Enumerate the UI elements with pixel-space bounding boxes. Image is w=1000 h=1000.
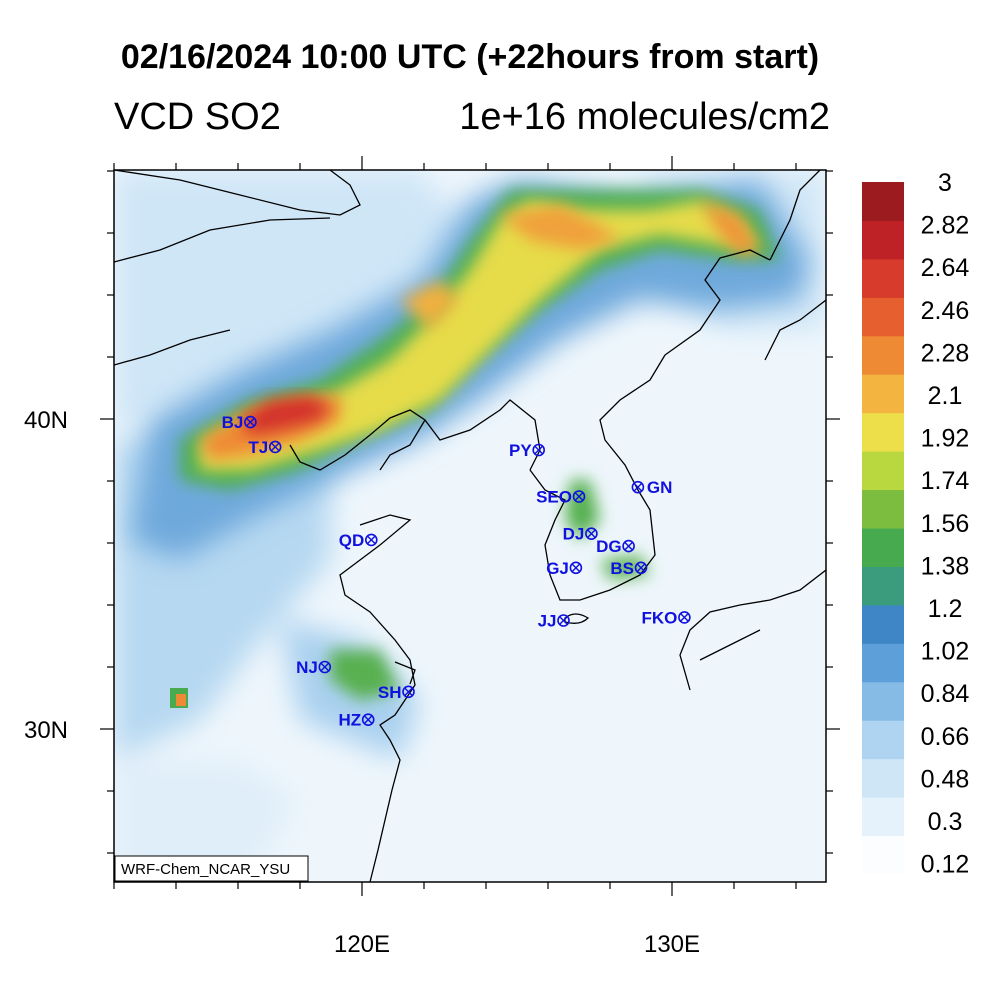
city-marker-icon: [244, 415, 257, 429]
city-label: BS: [610, 559, 634, 578]
city-marker-icon: [585, 527, 598, 541]
city-gj: GJ: [546, 559, 583, 578]
colorbar-label: 2.46: [921, 297, 970, 325]
colorbar-segment: [862, 566, 904, 606]
city-fko: FKO: [642, 608, 691, 627]
colorbar-label: 3: [938, 169, 952, 197]
city-marker-icon: [364, 533, 378, 547]
city-label: FKO: [642, 608, 678, 627]
city-sh: SH: [378, 683, 415, 702]
city-bj: BJ: [222, 413, 257, 432]
colorbar-label: 0.48: [921, 765, 970, 793]
city-bs: BS: [610, 559, 648, 578]
credit-text: WRF-Chem_NCAR_YSU: [121, 861, 290, 878]
colorbar-segment: [862, 643, 904, 683]
city-qd: QD: [339, 531, 378, 550]
lon-label: 130E: [644, 931, 700, 958]
city-nj: NJ: [296, 658, 332, 677]
credit-box: [114, 855, 309, 882]
variable-name: VCD SO2: [114, 96, 281, 138]
colorbar-segment: [862, 335, 904, 375]
colorbar-segment: [862, 528, 904, 567]
colorbar-label: 0.66: [921, 723, 970, 751]
colorbar-segment: [862, 412, 904, 452]
city-gn: GN: [631, 478, 673, 497]
colorbar-segment: [862, 797, 904, 837]
city-marker-icon: [268, 440, 282, 454]
figure-title: 02/16/2024 10:00 UTC (+22hours from star…: [120, 38, 820, 76]
city-label: JJ: [538, 612, 557, 631]
colorbar: 3 2.82 2.64 2.46 2.28 2.1 1.92 1.74 1.56 1.38 1.2 1…: [862, 169, 969, 879]
city-label: QD: [339, 531, 365, 550]
city-label: GN: [647, 478, 673, 497]
city-py: PY: [509, 441, 546, 460]
city-marker-icon: [572, 490, 586, 503]
so2-field: [114, 170, 826, 882]
colorbar-label: 1.92: [921, 425, 970, 453]
city-marker-icon: [318, 660, 332, 674]
city-label: TJ: [248, 438, 268, 457]
city-label: SH: [378, 683, 402, 702]
lat-label: 40N: [24, 407, 68, 434]
city-label: HZ: [339, 711, 362, 730]
city-marker-icon: [557, 614, 570, 627]
colorbar-segment: [862, 220, 904, 260]
axis-ticks: 40N 30N 120E 130E: [24, 156, 840, 958]
city-marker-icon: [402, 685, 415, 699]
city-marker-icon: [678, 611, 691, 624]
colorbar-label: 1.56: [921, 510, 970, 538]
colorbar-label: 0.3: [928, 808, 963, 836]
city-label: NJ: [296, 658, 318, 677]
city-marker-icon: [532, 443, 546, 457]
colorbar-label: 2.1: [928, 382, 963, 410]
city-marker-icon: [622, 539, 635, 553]
city-label: PY: [509, 441, 532, 460]
colorbar-label: 2.64: [921, 254, 970, 282]
colorbar-segment: [862, 758, 904, 798]
city-marker-icon: [361, 713, 375, 727]
city-seo: SEO: [536, 488, 586, 507]
colorbar-segment: [862, 182, 904, 221]
city-jj: JJ: [538, 612, 570, 631]
colorbar-label: 1.38: [921, 552, 970, 580]
city-dj: DJ: [563, 525, 598, 544]
colorbar-segment: [862, 720, 904, 760]
city-label: DJ: [563, 525, 585, 544]
city-hz: HZ: [339, 711, 375, 730]
units-label: 1e+16 molecules/cm2: [459, 96, 830, 138]
colorbar-segment: [862, 604, 904, 644]
colorbar-segment: [862, 451, 904, 491]
coastlines: [114, 170, 826, 882]
lat-label: 30N: [24, 717, 68, 744]
city-label: GJ: [546, 559, 569, 578]
colorbar-label: 2.28: [921, 339, 970, 367]
colorbar-segment: [862, 297, 904, 337]
colorbar-label: 0.12: [921, 851, 970, 879]
colorbar-segment: [862, 681, 904, 721]
colorbar-segment: [862, 489, 904, 529]
city-tj: TJ: [248, 438, 282, 457]
city-marker-icon: [569, 561, 583, 575]
colorbar-segment: [862, 835, 904, 875]
colorbar-segment: [862, 374, 904, 414]
city-marker-icon: [634, 561, 648, 575]
colorbar-label: 2.82: [921, 212, 970, 240]
colorbar-label: 1.74: [921, 467, 970, 495]
colorbar-label: 0.84: [921, 680, 970, 708]
colorbar-segment: [862, 258, 904, 298]
colorbar-label: 1.02: [921, 638, 970, 666]
colorbar-label: 1.2: [928, 595, 963, 623]
city-dg: DG: [596, 537, 635, 556]
city-label: BJ: [222, 413, 244, 432]
city-label: SEO: [536, 488, 572, 507]
city-label: DG: [596, 537, 622, 556]
lon-label: 120E: [334, 931, 390, 958]
map-frame: [113, 169, 827, 883]
city-marker-icon: [631, 480, 645, 494]
